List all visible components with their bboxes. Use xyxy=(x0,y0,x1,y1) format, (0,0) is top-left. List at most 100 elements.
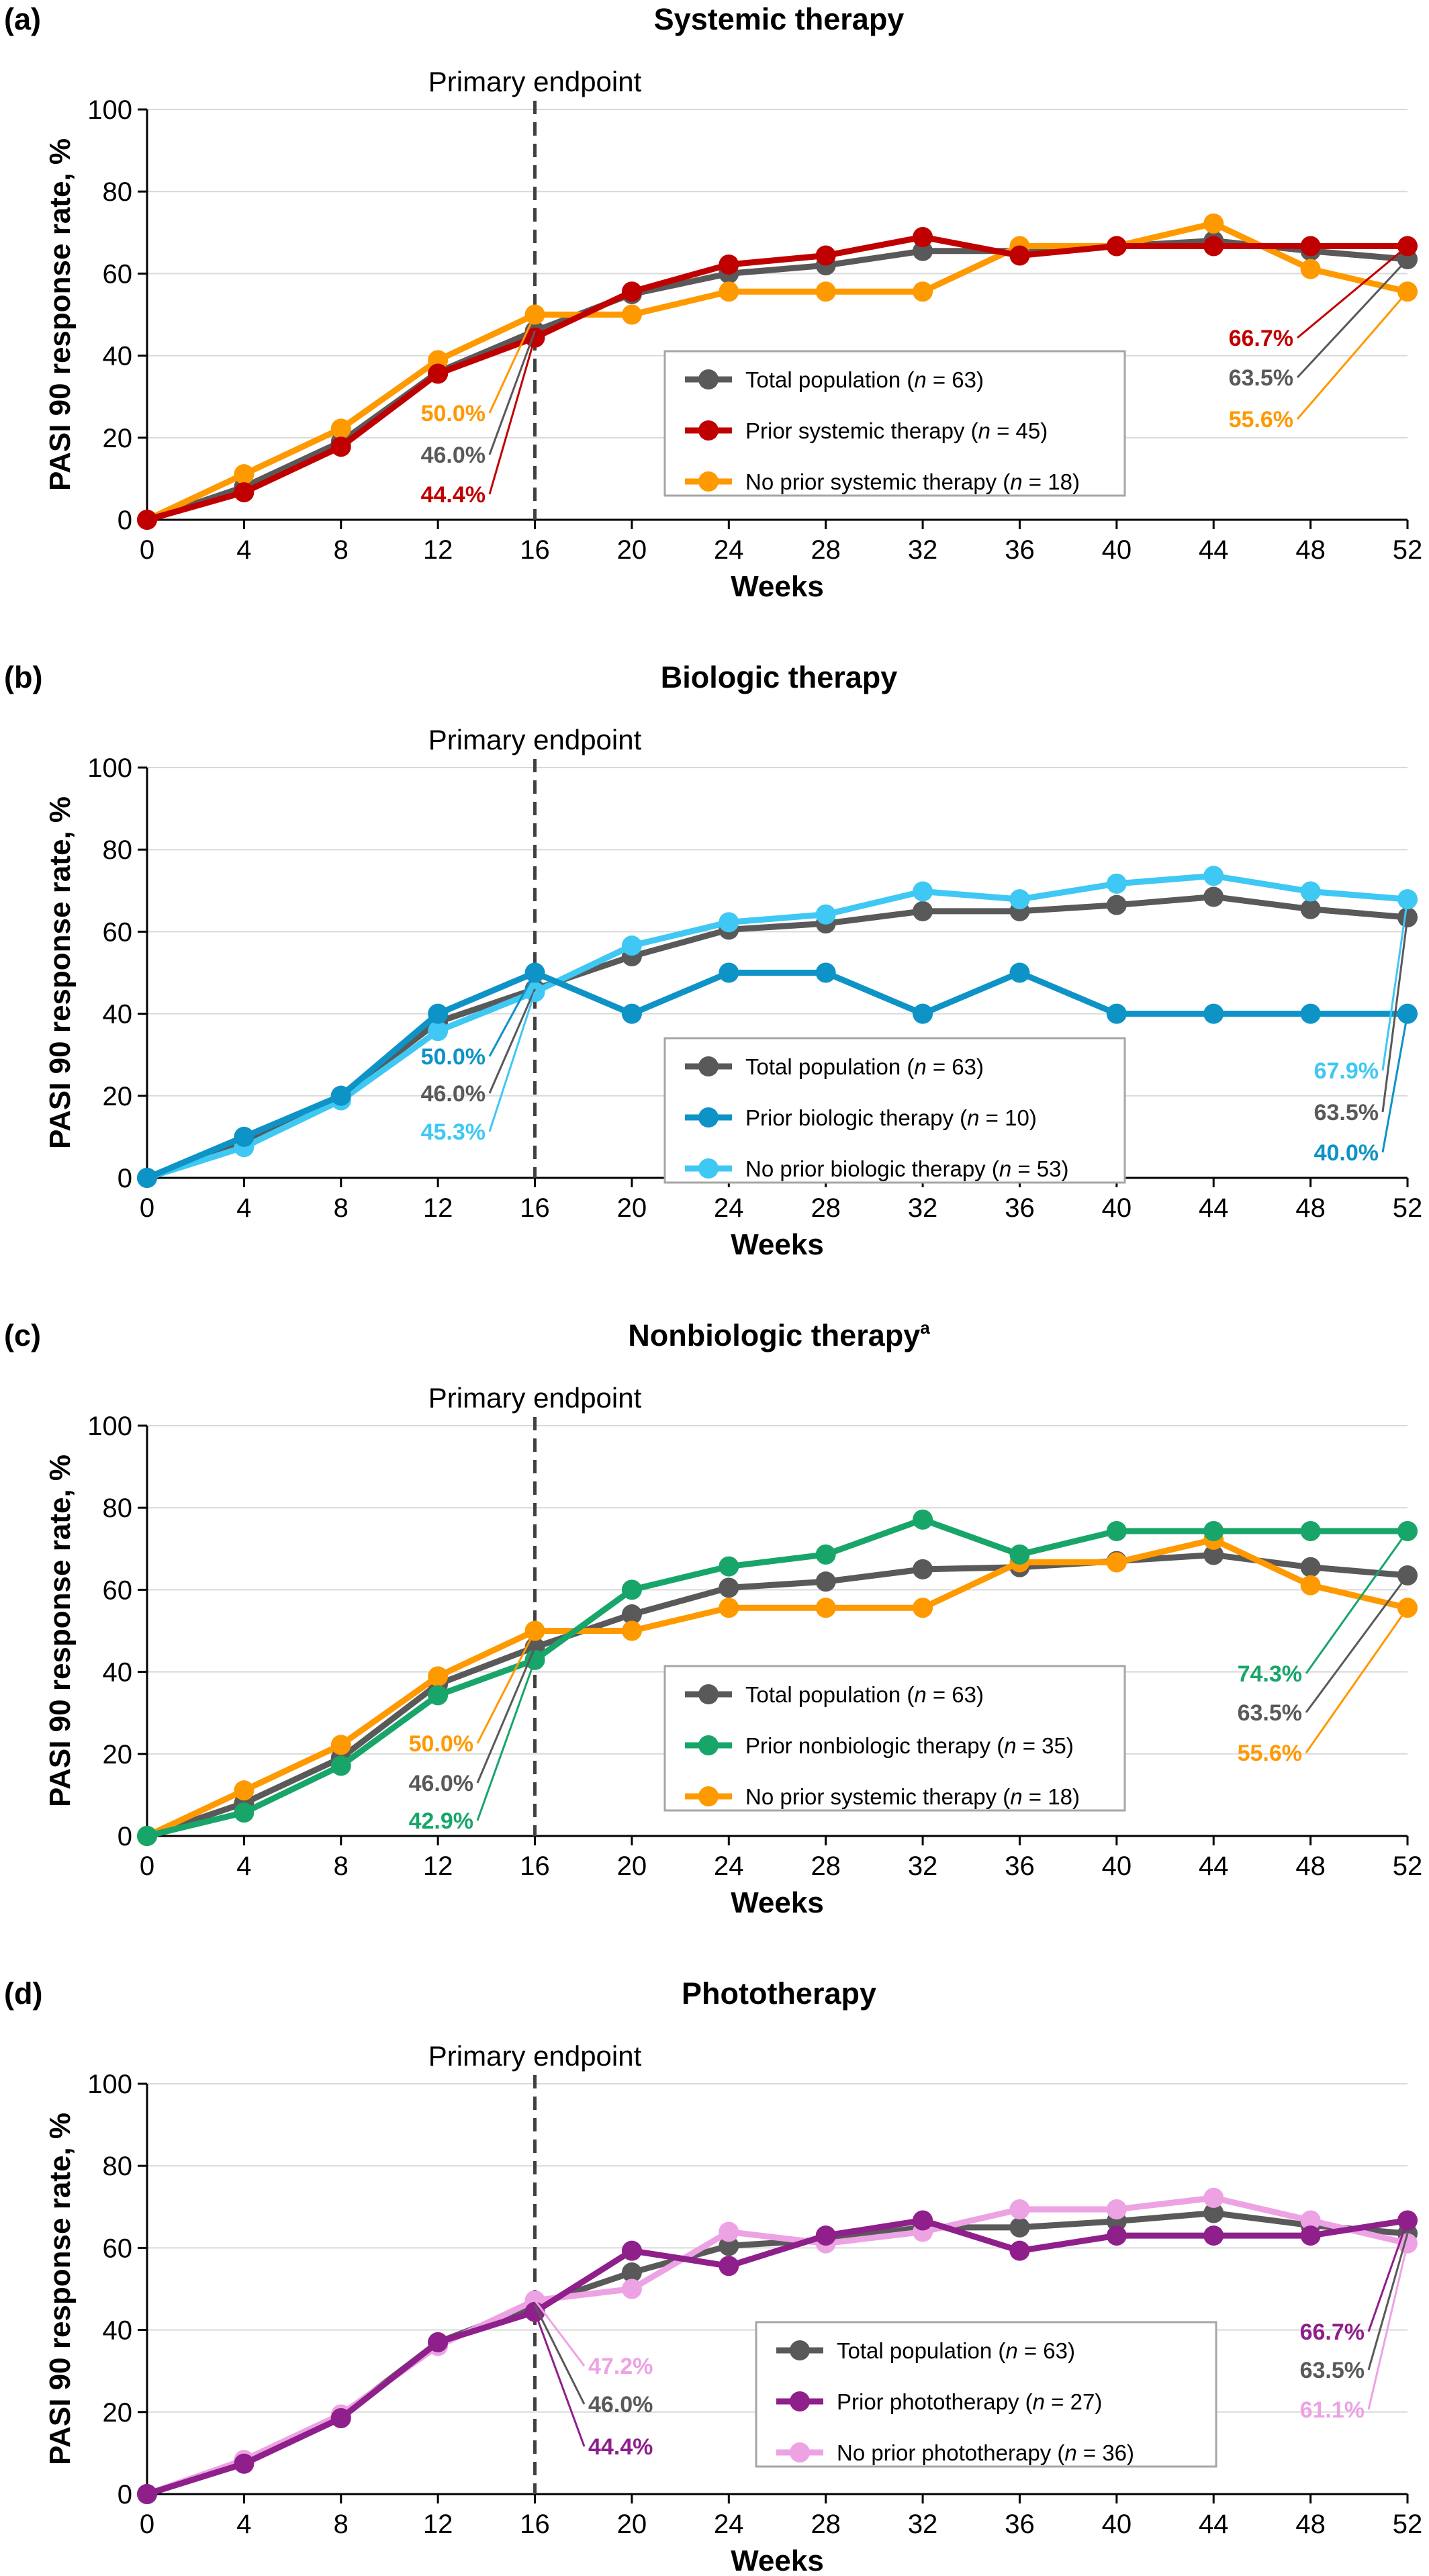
primary-endpoint-label: Primary endpoint xyxy=(428,66,642,97)
data-point xyxy=(234,2453,255,2474)
data-point xyxy=(913,901,933,921)
x-tick-label: 20 xyxy=(617,1193,647,1223)
annotation-leader xyxy=(1305,1575,1409,1713)
primary-endpoint-label: Primary endpoint xyxy=(428,724,642,755)
data-point xyxy=(1203,1003,1224,1024)
data-point xyxy=(1300,899,1321,919)
data-point xyxy=(1106,2199,1127,2219)
data-point xyxy=(1009,962,1030,983)
data-point xyxy=(1300,236,1321,257)
x-axis-label: Weeks xyxy=(731,2544,824,2576)
annotation-leader xyxy=(476,1659,536,1821)
x-tick-label: 4 xyxy=(236,1193,251,1223)
annotation-leader xyxy=(1305,1530,1409,1674)
y-tick-label: 0 xyxy=(118,2480,132,2510)
legend-marker xyxy=(790,2442,810,2463)
x-tick-label: 16 xyxy=(520,2510,550,2539)
x-tick-label: 40 xyxy=(1102,535,1132,565)
legend-entry: No prior biologic therapy (n = 53) xyxy=(745,1156,1069,1181)
data-point xyxy=(913,2210,933,2231)
legend-marker xyxy=(698,471,719,492)
data-point xyxy=(913,240,933,261)
annotation-leader xyxy=(488,314,536,414)
data-point xyxy=(913,281,933,302)
x-tick-label: 4 xyxy=(236,1851,251,1881)
annotation-leader xyxy=(1381,1013,1409,1153)
data-label: 50.0% xyxy=(409,1731,473,1757)
legend-entry: Prior nonbiologic therapy (n = 35) xyxy=(745,1733,1074,1758)
data-point xyxy=(815,904,836,925)
data-point xyxy=(234,482,255,503)
legend-entry: No prior phototherapy (n = 36) xyxy=(837,2440,1134,2465)
series-line-2 xyxy=(146,2217,1408,2497)
legend-box xyxy=(663,1665,1126,1812)
series-line-2 xyxy=(146,1516,1408,1839)
legend-entry: Total population (n = 63) xyxy=(837,2338,1075,2363)
data-point xyxy=(1203,2187,1224,2208)
x-tick-label: 48 xyxy=(1295,1851,1326,1881)
annotation-leader xyxy=(1381,917,1409,1113)
series-line-3 xyxy=(146,220,1409,523)
data-point xyxy=(719,1598,739,1618)
x-tick-label: 12 xyxy=(423,2510,453,2539)
x-tick-label: 36 xyxy=(1005,2510,1035,2539)
annotation-leader xyxy=(1296,258,1409,379)
chart-title: Biologic therapy xyxy=(661,660,898,694)
data-point xyxy=(719,2236,739,2256)
x-tick-label: 32 xyxy=(908,1193,938,1223)
x-tick-label: 0 xyxy=(140,2510,154,2539)
data-label: 50.0% xyxy=(421,1044,486,1070)
data-point xyxy=(234,1802,255,1823)
data-point xyxy=(330,1085,351,1106)
y-tick-label: 60 xyxy=(103,2234,133,2263)
data-point xyxy=(719,962,739,983)
x-tick-label: 52 xyxy=(1393,1851,1423,1881)
annotation-leader xyxy=(488,991,536,1132)
data-point xyxy=(1106,1552,1127,1573)
legend-entry: No prior systemic therapy (n = 18) xyxy=(745,469,1080,494)
annotation-leader xyxy=(476,1630,536,1744)
x-tick-label: 16 xyxy=(520,535,550,565)
annotation-leader xyxy=(476,1647,536,1784)
data-point xyxy=(1300,1521,1321,1542)
legend-entry: Prior phototherapy (n = 27) xyxy=(837,2389,1102,2414)
data-point xyxy=(621,304,642,325)
x-tick-label: 36 xyxy=(1005,535,1035,565)
x-axis-label: Weeks xyxy=(731,1886,824,1919)
x-axis-label: Weeks xyxy=(731,1228,824,1261)
annotation-leader xyxy=(1367,2243,1409,2410)
x-tick-label: 40 xyxy=(1102,1193,1132,1223)
data-point xyxy=(234,464,255,485)
chart-title: Systemic therapy xyxy=(654,2,905,36)
data-point xyxy=(1203,213,1224,234)
data-label: 40.0% xyxy=(1314,1140,1379,1166)
x-tick-label: 8 xyxy=(334,1851,349,1881)
series-line-2 xyxy=(146,970,1408,1181)
y-tick-label: 80 xyxy=(103,177,133,207)
data-point xyxy=(428,1003,449,1024)
legend-marker xyxy=(698,1684,719,1704)
annotation-leader xyxy=(1367,2219,1409,2332)
x-tick-label: 28 xyxy=(811,2510,841,2539)
data-point xyxy=(913,1598,933,1618)
y-tick-label: 40 xyxy=(103,1658,133,1688)
data-point xyxy=(1203,886,1224,907)
series-line-3 xyxy=(146,872,1408,1181)
annotation-leader xyxy=(534,2311,586,2447)
x-tick-label: 24 xyxy=(714,1193,744,1223)
data-point xyxy=(428,2332,449,2352)
y-tick-label: 100 xyxy=(87,95,132,125)
x-axis-label: Weeks xyxy=(731,570,824,603)
data-point xyxy=(1106,1003,1127,1024)
data-label: 50.0% xyxy=(421,401,486,426)
data-point xyxy=(815,962,836,983)
data-point xyxy=(719,912,739,933)
y-tick-label: 0 xyxy=(118,1164,132,1193)
y-tick-label: 60 xyxy=(103,1575,133,1605)
legend-marker xyxy=(698,420,719,441)
annotation-leader xyxy=(534,2299,586,2366)
data-point xyxy=(1203,236,1224,257)
x-tick-label: 44 xyxy=(1199,1193,1229,1223)
panel-label: (b) xyxy=(4,660,42,694)
data-label: 63.5% xyxy=(1229,365,1293,391)
